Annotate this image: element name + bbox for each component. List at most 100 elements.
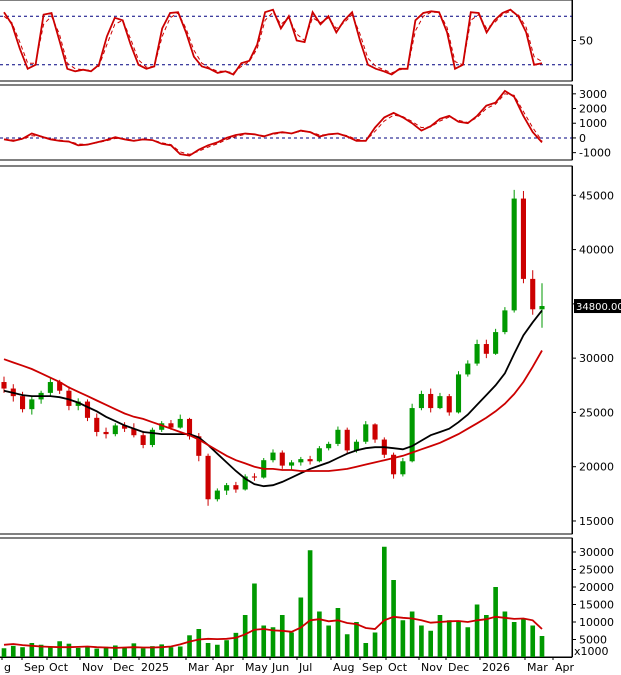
candle-body [289,462,295,466]
stoch-d-line [3,10,543,74]
candle-body [159,423,165,430]
volume-bar [381,546,387,657]
candle-body [363,424,369,442]
volume-bar [1,648,7,657]
volume-bar [85,646,90,657]
volume-bar [502,611,508,657]
candle-body [418,393,424,409]
volume-bar [511,622,517,657]
x-tick-label: 2026 [482,661,510,674]
volume-bar [38,644,44,657]
candle-body [251,476,257,478]
candle-body [409,408,415,462]
x-tick-label: Mar [527,661,548,674]
volume-bar [122,647,127,657]
candle-body [511,198,517,311]
x-tick-label: 2025 [141,661,169,674]
volume-bar [354,622,359,657]
candle-body [242,476,248,490]
volume-tick-label: 10000 [579,616,614,629]
candle-body [1,382,7,389]
volume-bar [75,647,81,657]
x-tick-label: Jul [298,661,312,674]
candle-body [539,306,545,310]
candle-body [270,452,276,461]
volume-bar [10,645,16,657]
volume-bar [205,643,211,657]
candle-body [177,418,183,428]
candle-body [20,396,26,410]
volume-bar [242,615,248,657]
macd-tick-label: 0 [579,132,586,145]
price-tick-label: 45000 [579,189,614,202]
volume-bar [335,608,341,657]
price-tick-label: 20000 [579,461,614,474]
volume-bar [437,615,443,657]
price-ma-long-line [3,350,543,472]
x-tick-label: Apr [555,661,575,674]
volume-bar [131,643,137,657]
volume-unit-label: x1000 [574,645,609,658]
price-tick-label: 40000 [579,244,614,257]
volume-bar [465,627,471,657]
candle-body [483,344,489,354]
volume-bar [363,643,369,657]
volume-bar [289,632,294,657]
volume-bar [215,644,220,657]
volume-bar [261,625,267,657]
candle-body [112,425,118,435]
volume-bar [224,640,229,657]
candle-body [428,393,434,409]
price-tick-label: 15000 [579,515,614,528]
volume-bar [409,611,415,657]
candle-body [520,198,526,279]
candle-body [446,396,452,413]
volume-tick-label: 15000 [579,599,614,612]
candle-body [335,429,341,444]
candle-body [493,332,499,354]
volume-bar [94,648,100,657]
candle-body [372,424,378,440]
volume-bar [446,620,452,657]
volume-bar [493,587,498,657]
volume-ma-line [3,615,543,649]
candle-body [437,396,443,409]
volume-bar [521,618,526,657]
macd-tick-label: 1000 [579,117,607,130]
candle-body [168,423,174,428]
volume-bar [279,615,285,657]
volume-bar [103,646,109,657]
candle-body [131,428,137,436]
candle-body [186,418,193,437]
volume-bar [484,615,489,657]
volume-bar [177,646,183,657]
candle-body [140,435,146,445]
volume-tick-label: 5000 [579,634,607,647]
candle-body [196,436,202,456]
candle-body [530,278,536,310]
volume-bar [252,583,257,657]
volume-bar [391,580,396,657]
volume-bar [307,550,313,657]
volume-bar [57,641,62,657]
candle-body [307,459,313,462]
candle-body [391,454,397,475]
volume-bar [419,625,424,657]
volume-bar [159,644,165,657]
candle-body [84,401,91,418]
last-price-label: 34800.00 [576,302,621,313]
candle-body [326,443,332,449]
candle-body [205,455,211,500]
candle-body [465,363,471,375]
volume-bar [326,625,331,657]
volume-bar [233,632,239,657]
candle-body [94,417,100,432]
x-tick-label: g [4,661,11,674]
volume-bar [428,630,434,657]
volume-bar [456,622,461,657]
x-tick-label: Apr [215,661,235,674]
volume-bar [196,629,202,657]
